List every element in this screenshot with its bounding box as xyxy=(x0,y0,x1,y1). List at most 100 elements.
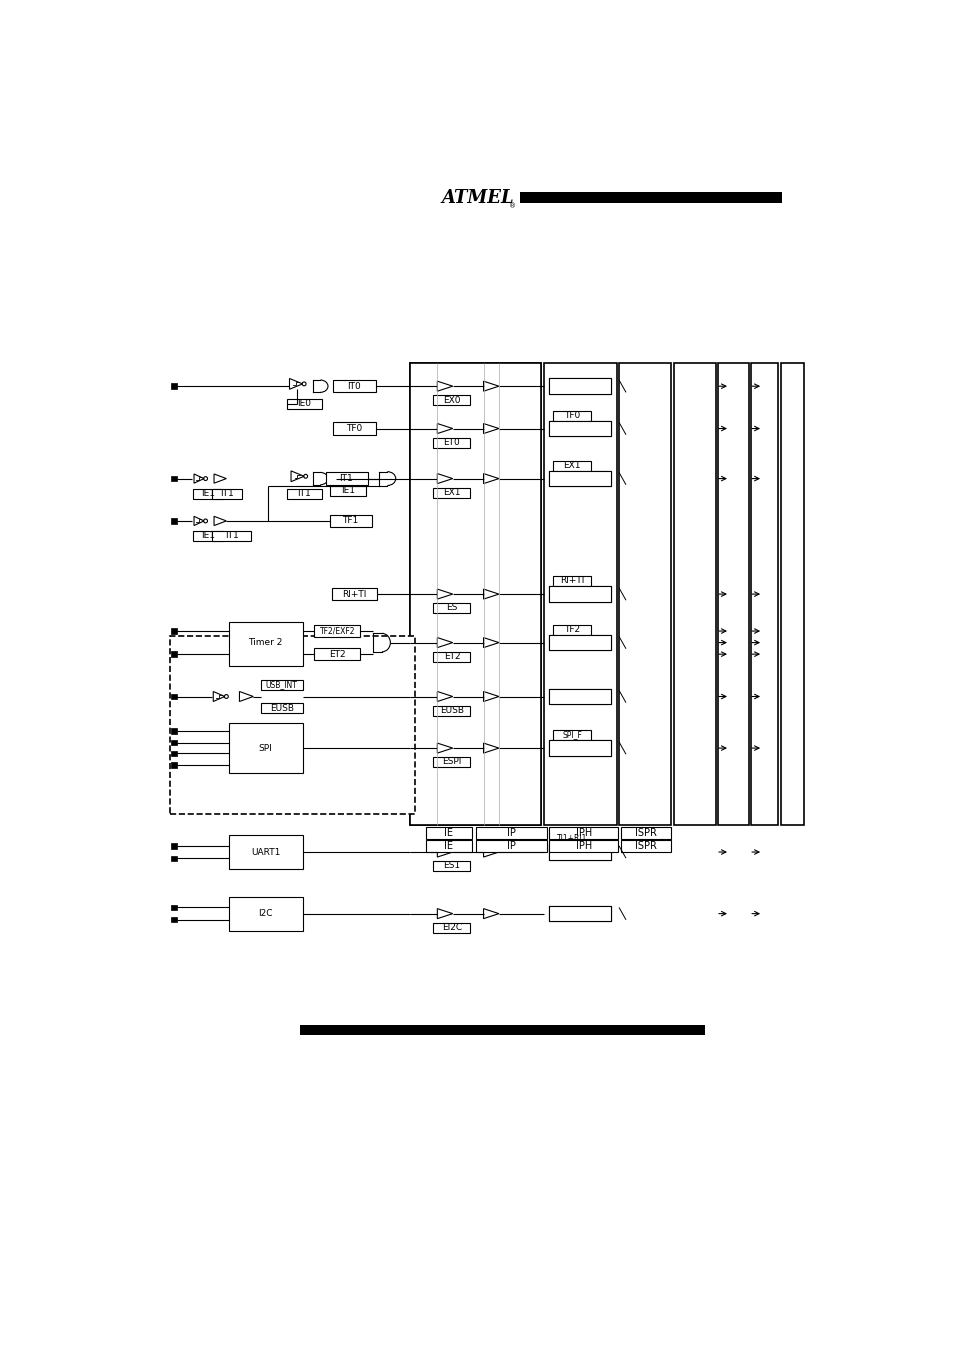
Bar xyxy=(229,897,302,931)
Bar xyxy=(172,855,176,861)
Bar xyxy=(520,192,781,203)
Text: IE: IE xyxy=(444,840,453,851)
Bar xyxy=(751,363,778,825)
Bar xyxy=(552,577,591,586)
Text: TI1+RI1: TI1+RI1 xyxy=(557,835,587,843)
Bar xyxy=(548,689,610,704)
Text: IT1: IT1 xyxy=(297,489,311,497)
Text: TF0: TF0 xyxy=(346,424,362,434)
Bar xyxy=(433,705,470,716)
Bar xyxy=(548,740,610,755)
Text: IE1: IE1 xyxy=(340,485,355,494)
Bar xyxy=(300,1025,703,1035)
Text: ES1: ES1 xyxy=(443,862,460,870)
Bar xyxy=(548,422,610,436)
Text: ET2: ET2 xyxy=(329,650,345,659)
Bar xyxy=(261,680,303,690)
Bar xyxy=(193,531,222,540)
Bar xyxy=(433,923,470,934)
Bar xyxy=(314,626,360,638)
Bar xyxy=(548,422,610,436)
Bar xyxy=(229,723,302,773)
Bar xyxy=(548,844,610,859)
Text: IE1: IE1 xyxy=(201,531,214,540)
Bar xyxy=(548,840,618,852)
Bar xyxy=(433,396,470,405)
Text: TF2/EXF2: TF2/EXF2 xyxy=(319,627,355,635)
Bar xyxy=(425,827,472,839)
Text: EUSB: EUSB xyxy=(270,704,294,712)
Bar xyxy=(548,635,610,650)
Text: ET0: ET0 xyxy=(443,438,460,447)
Bar xyxy=(548,907,610,921)
Bar xyxy=(548,689,610,704)
Text: IT1: IT1 xyxy=(339,474,353,484)
Text: TF0: TF0 xyxy=(563,411,579,420)
Bar xyxy=(552,461,591,471)
Text: IPH: IPH xyxy=(575,828,591,838)
Bar xyxy=(172,728,176,734)
Bar xyxy=(332,588,376,600)
Bar xyxy=(172,740,176,746)
Bar xyxy=(172,384,176,389)
Bar xyxy=(618,363,671,825)
Text: ®: ® xyxy=(509,204,516,209)
Text: EI2C: EI2C xyxy=(441,923,461,932)
Text: IT1: IT1 xyxy=(220,489,233,497)
Bar xyxy=(548,378,610,394)
Text: ATMEL: ATMEL xyxy=(441,189,514,207)
Bar xyxy=(718,363,748,825)
Bar xyxy=(476,827,546,839)
Text: EUSB: EUSB xyxy=(439,705,463,715)
Text: EX1: EX1 xyxy=(562,461,580,470)
Text: EX1: EX1 xyxy=(443,488,460,497)
Bar xyxy=(425,840,472,852)
Bar xyxy=(548,586,610,601)
Bar xyxy=(229,621,302,666)
Bar xyxy=(620,840,670,852)
Text: IPH: IPH xyxy=(575,840,591,851)
Bar xyxy=(172,843,176,848)
Text: SPI: SPI xyxy=(258,743,273,753)
Bar xyxy=(172,905,176,911)
Bar xyxy=(548,378,610,394)
Bar xyxy=(172,651,176,657)
Bar xyxy=(287,399,321,409)
Bar xyxy=(548,635,610,650)
Bar xyxy=(170,636,415,813)
Text: ISPR: ISPR xyxy=(634,828,656,838)
Text: USB_INT: USB_INT xyxy=(266,681,297,689)
Text: ES: ES xyxy=(446,604,457,612)
Text: RI+TI: RI+TI xyxy=(341,589,366,598)
Bar xyxy=(548,471,610,486)
Text: IT0: IT0 xyxy=(347,382,360,390)
Text: ISPR: ISPR xyxy=(634,840,656,851)
Bar xyxy=(172,519,176,524)
Bar xyxy=(433,758,470,767)
Bar xyxy=(780,363,803,825)
Bar xyxy=(333,423,375,435)
Bar xyxy=(552,626,591,635)
Bar xyxy=(172,628,176,634)
Bar xyxy=(552,411,591,422)
Bar xyxy=(543,363,616,825)
Text: IP: IP xyxy=(506,840,516,851)
Bar xyxy=(552,731,591,740)
Text: RI+TI: RI+TI xyxy=(559,577,583,585)
Bar xyxy=(229,835,302,869)
Bar xyxy=(329,485,366,496)
Text: ET2: ET2 xyxy=(443,653,459,661)
Text: SPI_F: SPI_F xyxy=(561,731,581,739)
Bar xyxy=(552,835,591,844)
Bar xyxy=(325,473,368,485)
Bar xyxy=(213,531,251,540)
Bar xyxy=(333,380,375,392)
Text: TF2: TF2 xyxy=(563,626,579,634)
Text: IE1: IE1 xyxy=(201,489,214,497)
Text: IE: IE xyxy=(444,828,453,838)
Bar xyxy=(433,862,470,871)
Text: IT1: IT1 xyxy=(225,531,238,540)
Bar xyxy=(172,476,176,481)
Text: UART1: UART1 xyxy=(251,847,280,857)
Bar xyxy=(213,489,241,499)
